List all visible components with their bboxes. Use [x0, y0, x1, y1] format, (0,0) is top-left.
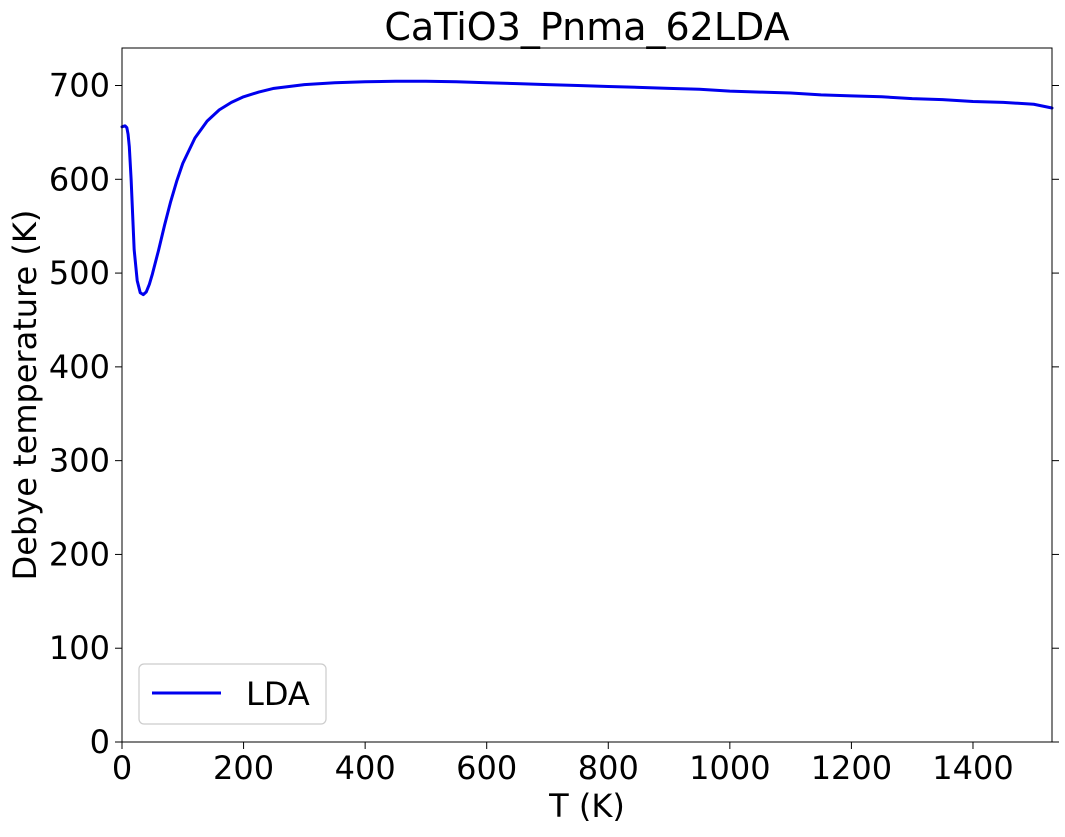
plot-frame — [121, 47, 1053, 743]
y-tick-label: 0 — [90, 723, 110, 761]
x-tick-label: 1400 — [932, 749, 1013, 787]
legend[interactable]: LDA — [138, 663, 327, 725]
y-tick-label: 700 — [49, 67, 110, 105]
x-tick-label: 800 — [578, 749, 639, 787]
x-tick-label: 1000 — [689, 749, 770, 787]
series-layer — [120, 79, 1054, 297]
y-tick-label: 300 — [49, 442, 110, 480]
y-axis: 0 100 200 300 400 500 600 700 — [49, 67, 1059, 761]
x-axis-label: T (K) — [548, 787, 625, 825]
x-tick-label: 400 — [335, 749, 396, 787]
y-tick-label: 200 — [49, 535, 110, 573]
x-tick-label: 0 — [112, 749, 132, 787]
x-tick-label: 200 — [213, 749, 274, 787]
series-line-lda — [120, 79, 1054, 297]
legend-box — [138, 663, 327, 725]
legend-label-lda: LDA — [246, 675, 310, 713]
y-tick-label: 600 — [49, 160, 110, 198]
x-tick-label: 1200 — [811, 749, 892, 787]
y-tick-label: 100 — [49, 629, 110, 667]
chart-title: CaTiO3_Pnma_62LDA — [384, 5, 789, 49]
y-tick-label: 400 — [49, 348, 110, 386]
y-axis-label: Debye temperature (K) — [6, 210, 44, 581]
x-axis: 0 200 400 600 800 1000 1200 1400 — [112, 742, 1014, 787]
y-tick-label: 500 — [49, 254, 110, 292]
x-tick-label: 600 — [456, 749, 517, 787]
